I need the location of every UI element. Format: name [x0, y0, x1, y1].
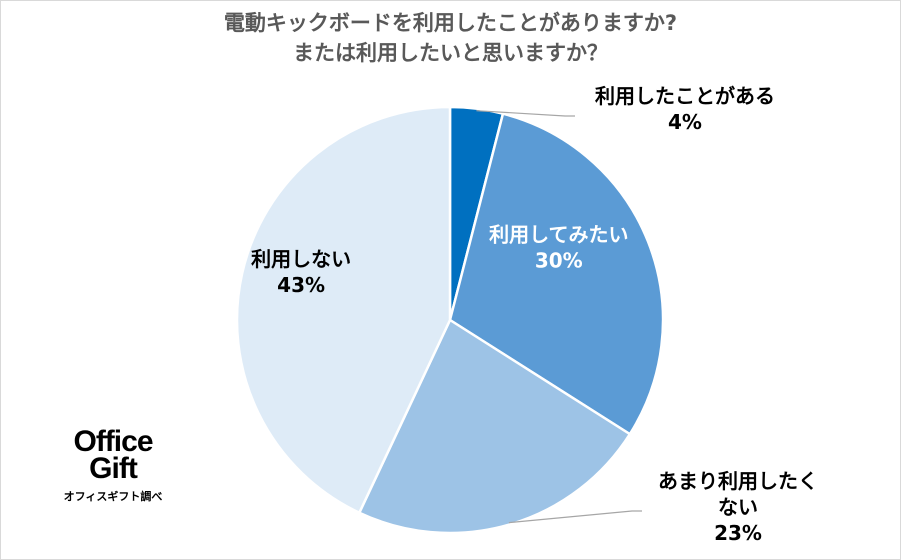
leader-line-3 — [508, 510, 642, 524]
slice-value-label-3: 23% — [714, 521, 762, 545]
logo-line-2: Gift — [89, 452, 138, 485]
logo-caption: オフィスギフト調べ — [63, 490, 163, 503]
slice-category-label-3: あまり利用したく — [658, 469, 818, 493]
slice-category-label-3: ない — [718, 495, 758, 519]
chart-title-block: 電動キックボードを利用したことがありますか? または利用したいと思いますか？ — [0, 8, 901, 68]
slice-category-label-1: 利用したことがある — [595, 84, 775, 108]
chart-subtitle: または利用したいと思いますか？ — [293, 41, 608, 65]
pie-slice-3 — [357, 318, 632, 535]
pie-slice-2 — [448, 112, 665, 436]
logo-line-1: Office — [73, 425, 153, 458]
chart-title: 電動キックボードを利用したことがありますか? — [223, 11, 678, 35]
slice-value-label-2: 30% — [535, 248, 583, 272]
leader-line-1 — [476, 110, 575, 117]
slice-value-label-1: 4% — [668, 110, 702, 134]
office-gift-logo: Office Gift オフィスギフト調べ — [58, 425, 168, 504]
slice-value-label-4: 43% — [277, 273, 325, 297]
pie-slice-4 — [235, 105, 452, 515]
slice-category-label-2: 利用してみたい — [489, 222, 628, 246]
slice-category-label-4: 利用しない — [251, 247, 351, 271]
